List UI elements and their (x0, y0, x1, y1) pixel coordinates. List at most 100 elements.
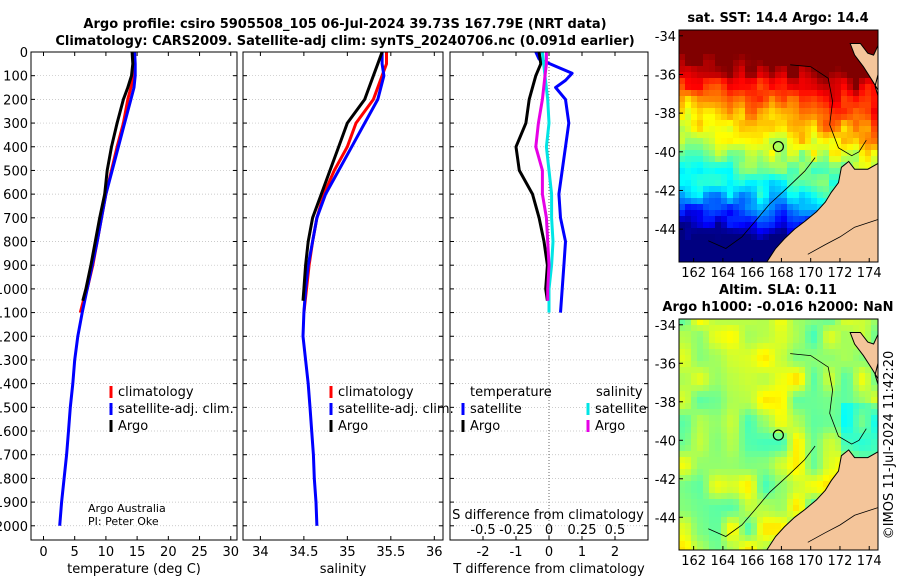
map-cell (763, 499, 770, 506)
map-cell (691, 385, 698, 392)
map-cell (697, 469, 704, 476)
map-cell (811, 84, 818, 91)
x-tick-label: 1 (578, 545, 586, 560)
map-cell (751, 150, 758, 157)
map-frame (678, 29, 879, 263)
map-cell (745, 156, 752, 163)
map-cell (715, 475, 722, 482)
map-cell (799, 427, 806, 434)
map-cell (715, 180, 722, 187)
map-cell (697, 126, 704, 133)
map-cell (709, 499, 716, 506)
map-cell (835, 391, 842, 398)
map-cell (829, 355, 836, 362)
map-cell (751, 343, 758, 350)
map-cell (799, 102, 806, 109)
map-y-tick-label: -36 (655, 357, 676, 372)
map-cell (697, 234, 704, 241)
map-cell (751, 355, 758, 362)
map-cell (715, 90, 722, 97)
map-cell (757, 114, 764, 121)
map-cell (871, 409, 878, 416)
map-cell (745, 475, 752, 482)
map-cell (769, 222, 776, 229)
map-cell (805, 48, 812, 55)
map-cell (733, 156, 740, 163)
map-cell (763, 343, 770, 350)
map-cell (793, 403, 800, 410)
map-cell (769, 331, 776, 338)
map-cell (787, 48, 794, 55)
map-cell (799, 349, 806, 356)
map-cell (679, 349, 686, 356)
map-cell (697, 325, 704, 332)
map-cell (703, 331, 710, 338)
map-cell (775, 343, 782, 350)
map-cell (733, 210, 740, 217)
map-cell (709, 511, 716, 518)
map-cell (739, 427, 746, 434)
map-cell (739, 168, 746, 175)
map-cell (793, 120, 800, 127)
map-cell (679, 343, 686, 350)
map-cell (805, 90, 812, 97)
map-cell (865, 373, 872, 380)
map-cell (817, 409, 824, 416)
map-cell (703, 120, 710, 127)
map-cell (703, 421, 710, 428)
map-cell (685, 367, 692, 374)
map-cell (787, 198, 794, 205)
map-cell (787, 373, 794, 380)
map-cell (769, 403, 776, 410)
map-cell (775, 66, 782, 73)
map-cell (865, 138, 872, 145)
map-cell (781, 54, 788, 61)
map-cell (679, 505, 686, 512)
map-cell (757, 120, 764, 127)
map-cell (679, 379, 686, 386)
map-cell (715, 445, 722, 452)
map-cell (745, 505, 752, 512)
map-cell (763, 90, 770, 97)
map-cell (733, 511, 740, 518)
map-cell (757, 240, 764, 247)
map-cell (853, 379, 860, 386)
map-cell (727, 234, 734, 241)
map-cell (733, 349, 740, 356)
map-cell (823, 445, 830, 452)
map-cell (685, 487, 692, 494)
map-cell (763, 204, 770, 211)
map-cell (829, 379, 836, 386)
map-cell (853, 60, 860, 67)
credit-line1: Argo Australia (88, 502, 166, 515)
map-cell (709, 433, 716, 440)
y-tick-label: 1100 (0, 307, 28, 322)
map-cell (841, 60, 848, 67)
map-cell (775, 469, 782, 476)
map-cell (715, 517, 722, 524)
map-cell (823, 433, 830, 440)
map-cell (775, 54, 782, 61)
map-cell (793, 186, 800, 193)
map-cell (727, 331, 734, 338)
map-cell (781, 180, 788, 187)
map-cell (703, 174, 710, 181)
map-cell (811, 78, 818, 85)
map-y-tick-label: -40 (655, 146, 676, 161)
map-cell (811, 90, 818, 97)
map-cell (679, 523, 686, 530)
map-cell (685, 174, 692, 181)
map-cell (811, 349, 818, 356)
map-cell (811, 204, 818, 211)
depth-contour (708, 157, 816, 249)
map-cell (709, 90, 716, 97)
map-cell (691, 379, 698, 386)
map-cell (787, 162, 794, 169)
y-tick-label: 1000 (0, 283, 28, 298)
map-cell (865, 72, 872, 79)
map-cell (817, 168, 824, 175)
map-cell (799, 192, 806, 199)
map-cell (781, 132, 788, 139)
map-cell (781, 475, 788, 482)
map-cell (781, 30, 788, 37)
